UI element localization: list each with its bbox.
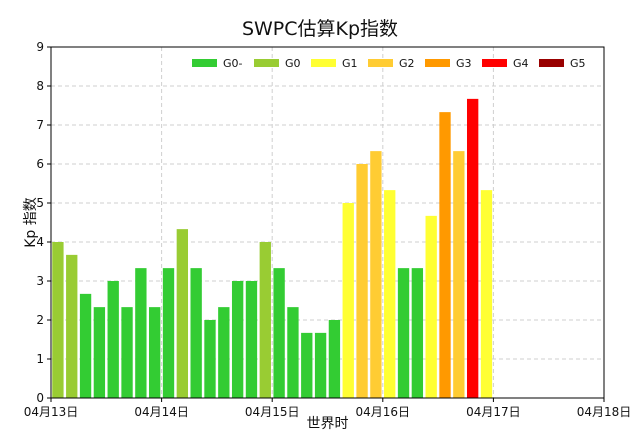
kp-bar: [328, 320, 341, 398]
kp-bar: [121, 307, 133, 398]
kp-bar: [397, 268, 410, 398]
y-tick-label: 8: [36, 79, 44, 93]
kp-bar: [384, 190, 396, 398]
legend: G0- G0 G1 G2 G3 G4 G5: [192, 57, 586, 70]
bars: [52, 98, 493, 399]
legend-label: G1: [342, 57, 358, 70]
y-tick-label: 3: [36, 274, 44, 288]
kp-bar: [190, 268, 202, 398]
kp-bar: [204, 320, 216, 398]
kp-bar: [162, 268, 175, 398]
legend-label: G2: [399, 57, 415, 70]
legend-label: G5: [570, 57, 586, 70]
kp-bar: [301, 332, 313, 398]
kp-bar: [135, 268, 147, 398]
kp-bar: [52, 242, 64, 398]
y-tick-label: 7: [36, 118, 44, 132]
y-axis: 0 1 2 3 4 5 6 7 8 9: [36, 40, 51, 405]
kp-bar: [218, 307, 230, 398]
legend-swatch: [254, 59, 279, 67]
kp-bar: [287, 307, 299, 398]
kp-bar: [314, 332, 327, 398]
kp-bar: [176, 229, 189, 398]
legend-label: G0: [285, 57, 301, 70]
grid: [51, 47, 604, 398]
kp-bar: [439, 112, 451, 398]
legend-swatch: [539, 59, 564, 67]
y-tick-label: 9: [36, 40, 44, 54]
plot-frame: [50, 46, 605, 399]
kp-bar: [273, 268, 285, 398]
x-tick-label: 04月13日: [24, 405, 79, 419]
kp-bar: [79, 293, 92, 398]
kp-bar: [356, 164, 368, 398]
legend-swatch: [368, 59, 393, 67]
x-tick-label: 04月16日: [356, 405, 411, 419]
kp-bar: [149, 307, 161, 398]
y-tick-label: 6: [36, 157, 44, 171]
y-tick-label: 2: [36, 313, 44, 327]
kp-bar: [480, 190, 493, 398]
legend-label: G0-: [223, 57, 243, 70]
chart-title: SWPC估算Kp指数: [241, 18, 399, 40]
kp-bar: [245, 281, 258, 398]
y-tick-label: 0: [36, 391, 44, 405]
y-tick-label: 1: [36, 352, 44, 366]
kp-bar: [93, 307, 106, 398]
kp-bar: [411, 268, 424, 398]
legend-label: G4: [513, 57, 529, 70]
x-tick-label: 04月15日: [245, 405, 300, 419]
kp-bar: [107, 281, 119, 398]
x-axis-label: 世界时: [307, 416, 349, 432]
legend-swatch: [482, 59, 507, 67]
x-tick-label: 04月18日: [577, 405, 632, 419]
kp-bar: [466, 98, 479, 399]
kp-bar: [453, 151, 465, 398]
kp-bar: [425, 215, 437, 398]
x-axis: 04月13日 04月14日 04月15日 04月16日 04月17日 04月18日: [24, 398, 632, 419]
y-tick-label: 5: [36, 196, 44, 210]
kp-bar: [370, 151, 382, 398]
kp-bar: [259, 242, 271, 398]
legend-swatch: [192, 59, 217, 67]
x-tick-label: 04月17日: [466, 405, 521, 419]
x-tick-label: 04月14日: [134, 405, 189, 419]
kp-bar: [342, 203, 354, 398]
legend-label: G3: [456, 57, 472, 70]
kp-bar: [66, 254, 78, 398]
legend-swatch: [425, 59, 450, 67]
y-tick-label: 4: [36, 235, 44, 249]
kp-bar: [231, 281, 244, 398]
y-axis-label: Kp 指数: [23, 197, 39, 248]
legend-swatch: [311, 59, 336, 67]
